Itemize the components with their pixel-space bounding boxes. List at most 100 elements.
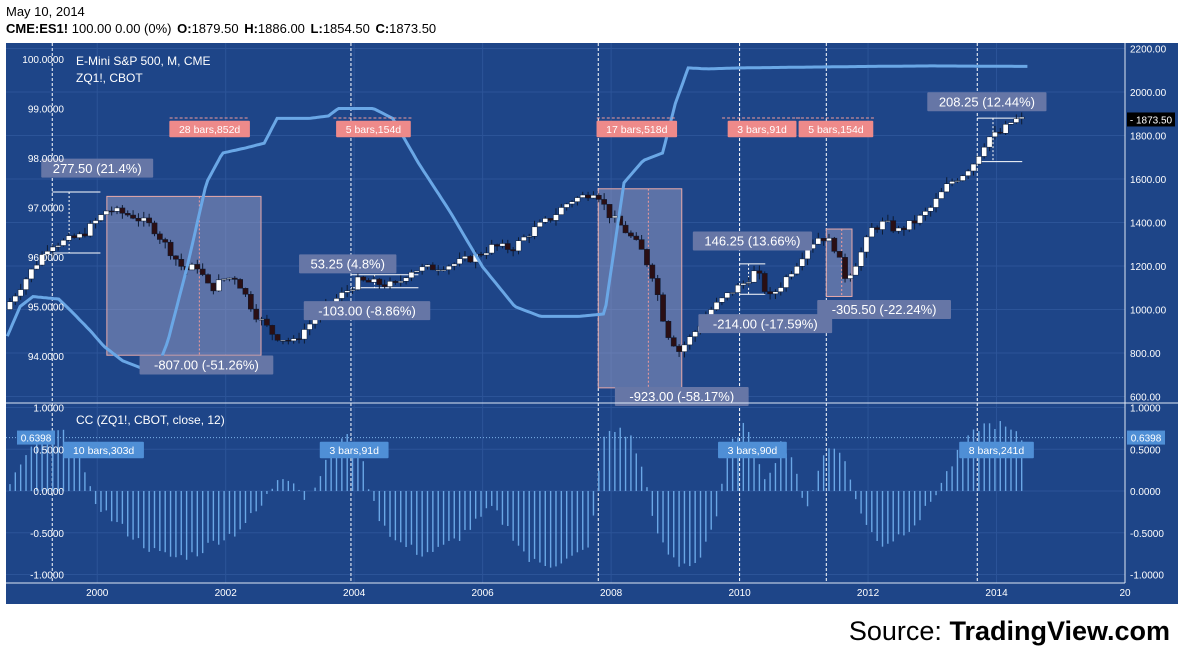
candle-up <box>563 203 570 208</box>
bars-label-bg <box>798 120 874 138</box>
chart-header: May 10, 2014 CME:ES1! 100.00 0.00 (0%) O… <box>6 3 438 37</box>
candle-up <box>456 258 463 265</box>
candle-up <box>537 221 543 228</box>
candle-up <box>33 264 40 270</box>
bars-label: 3 bars,91d <box>737 124 787 136</box>
candle-down <box>199 268 206 275</box>
candle-up <box>424 264 431 268</box>
measure-label: -214.00 (-17.59%) <box>713 316 818 331</box>
x-tick-label: 2012 <box>857 588 880 599</box>
cc-right-tick-label: -1.0000 <box>1130 571 1164 582</box>
candle-down <box>231 277 238 280</box>
candle-up <box>98 214 104 221</box>
x-tick-label: 2004 <box>343 588 366 599</box>
bars-label-bg <box>596 120 678 138</box>
right-tick-label: 2200.00 <box>1130 44 1167 55</box>
measure-label-bg <box>139 355 274 375</box>
candle-up <box>189 264 195 271</box>
candle-up <box>1002 124 1009 134</box>
bars-label: 28 bars,852d <box>179 124 240 136</box>
x-tick-label: 2000 <box>86 588 109 599</box>
candle-down <box>381 284 388 287</box>
candle-up <box>103 210 110 215</box>
candle-up <box>729 292 736 294</box>
right-tick-label: 1400.00 <box>1130 219 1167 230</box>
candle-up <box>681 344 688 352</box>
candle-up <box>387 281 393 287</box>
candle-up <box>740 283 747 286</box>
candle-up <box>1018 116 1025 119</box>
candle-up <box>906 220 913 231</box>
cc-left-tick-label: -0.5000 <box>30 529 64 540</box>
cc-bars-label-bg <box>959 441 1034 459</box>
candle-down <box>901 227 907 231</box>
left-tick-label: 98.0000 <box>28 154 65 165</box>
cc-right-tick-label: -0.5000 <box>1130 529 1164 540</box>
cc-left-tick-label: 0.5000 <box>33 445 64 456</box>
candle-down <box>649 264 656 279</box>
candle-up <box>686 336 693 346</box>
candle-down <box>360 276 367 281</box>
secondary-series-label: ZQ1!, CBOT <box>76 71 143 85</box>
zq-series-line <box>5 64 1028 370</box>
candle-down <box>638 239 645 250</box>
candle-up <box>938 191 945 199</box>
cc-bars-label: 8 bars,241d <box>969 445 1025 457</box>
header-quote: 100.00 0.00 (0%) <box>71 21 172 36</box>
bars-label: 5 bars,154d <box>808 124 864 136</box>
candle-down <box>274 334 281 341</box>
left-tick-label: 100.0000 <box>22 55 64 66</box>
candle-up <box>981 146 988 157</box>
candle-up <box>114 207 120 212</box>
measure-label: 208.25 (12.44%) <box>939 94 1035 109</box>
candle-up <box>44 251 51 255</box>
cc-value-tag-left-bg <box>17 430 55 445</box>
candle-down <box>242 288 249 295</box>
candle-up <box>574 197 581 202</box>
cc-bars-label: 3 bars,91d <box>329 445 379 457</box>
candle-up <box>863 236 870 253</box>
candle-up <box>777 287 784 293</box>
measure-label: -305.50 (-22.24%) <box>832 302 937 317</box>
candle-up <box>553 214 559 221</box>
candle-up <box>783 276 790 288</box>
high-label: H: <box>244 21 258 36</box>
candle-up <box>959 175 966 181</box>
candle-up <box>986 136 993 148</box>
bars-label-bg <box>336 120 411 138</box>
candle-up <box>858 251 864 267</box>
candle-down <box>264 318 270 326</box>
candle-up <box>23 278 29 290</box>
close-label: C: <box>375 21 390 36</box>
high-value: 1886.00 <box>257 21 305 36</box>
candle-up <box>403 277 409 282</box>
x-tick-label: 2006 <box>472 588 495 599</box>
candle-up <box>521 236 527 241</box>
candle-up <box>413 270 420 273</box>
candle-down <box>156 233 163 240</box>
measure-label-bg <box>303 301 431 321</box>
candle-up <box>258 318 265 321</box>
measure-label-bg <box>927 92 1047 112</box>
candle-up <box>371 278 377 283</box>
candle-up <box>301 329 308 340</box>
candle-up <box>140 217 147 222</box>
candle-up <box>569 201 575 205</box>
candle-down <box>108 210 115 213</box>
candle-down <box>210 282 217 292</box>
candle-up <box>17 289 24 297</box>
candle-up <box>306 323 313 330</box>
candle-up <box>815 238 822 245</box>
open-label: O: <box>177 21 192 36</box>
right-tick-label: 2000.00 <box>1130 88 1167 99</box>
x-tick-label: 20 <box>1119 588 1131 599</box>
candle-down <box>269 325 276 335</box>
open-value: 1879.50 <box>191 21 239 36</box>
candle-down <box>654 278 661 295</box>
candle-up <box>794 266 800 275</box>
candle-up <box>221 278 227 281</box>
candle-up <box>344 290 351 293</box>
candle-up <box>349 289 356 292</box>
cc-left-tick-label: 0.0000 <box>33 487 64 498</box>
